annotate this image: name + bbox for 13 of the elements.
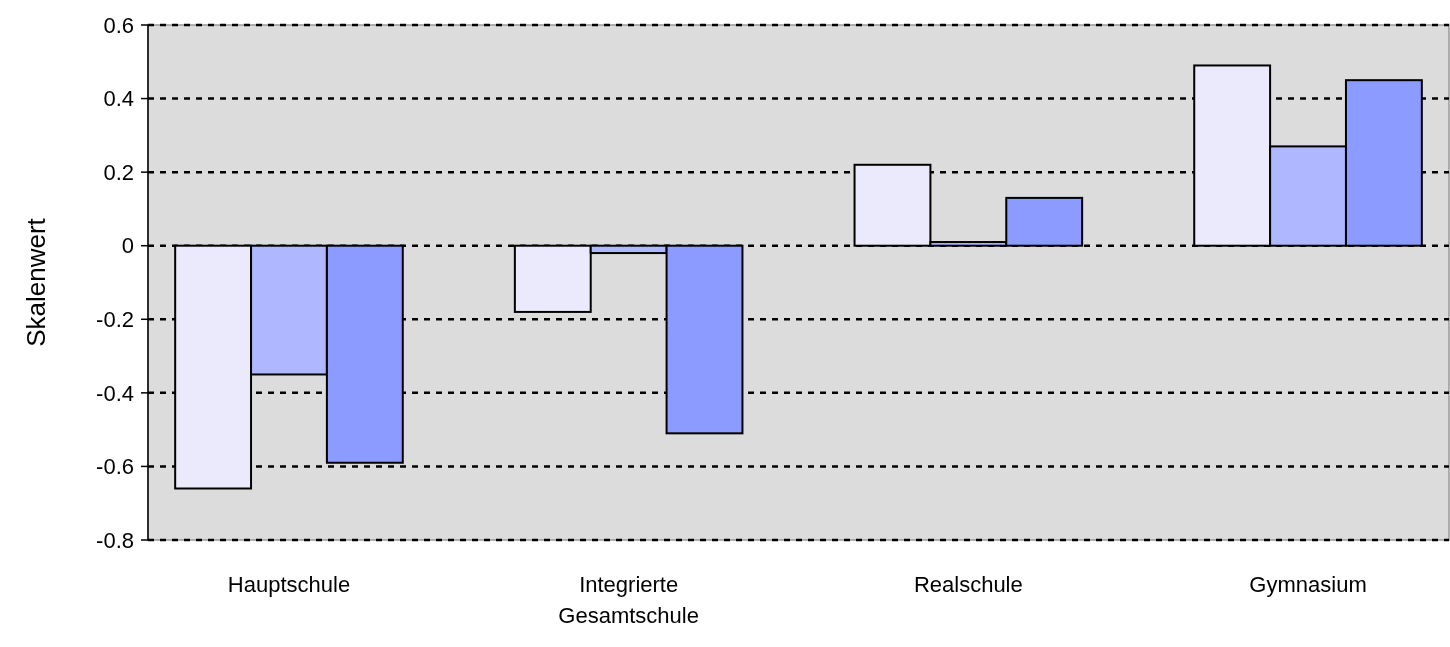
x-tick-label: Hauptschule xyxy=(227,572,351,597)
y-tick-label: -0.2 xyxy=(96,306,134,332)
x-tick-label: Realschule xyxy=(913,572,1023,597)
x-tick-label: Gymnasium xyxy=(1249,572,1367,597)
y-tick-label: 0.2 xyxy=(103,159,134,185)
x-tick-label: Integrierte Gesamtschule xyxy=(558,572,699,628)
y-tick-label: -0.4 xyxy=(96,380,134,406)
y-axis-title: Skalenwert xyxy=(21,217,51,347)
y-tick-label: 0.6 xyxy=(103,12,134,38)
y-tick-label: -0.6 xyxy=(96,454,134,480)
y-tick-label: 0 xyxy=(121,233,134,259)
y-tick-label: 0.4 xyxy=(103,86,134,112)
y-tick-label: -0.8 xyxy=(96,527,134,553)
